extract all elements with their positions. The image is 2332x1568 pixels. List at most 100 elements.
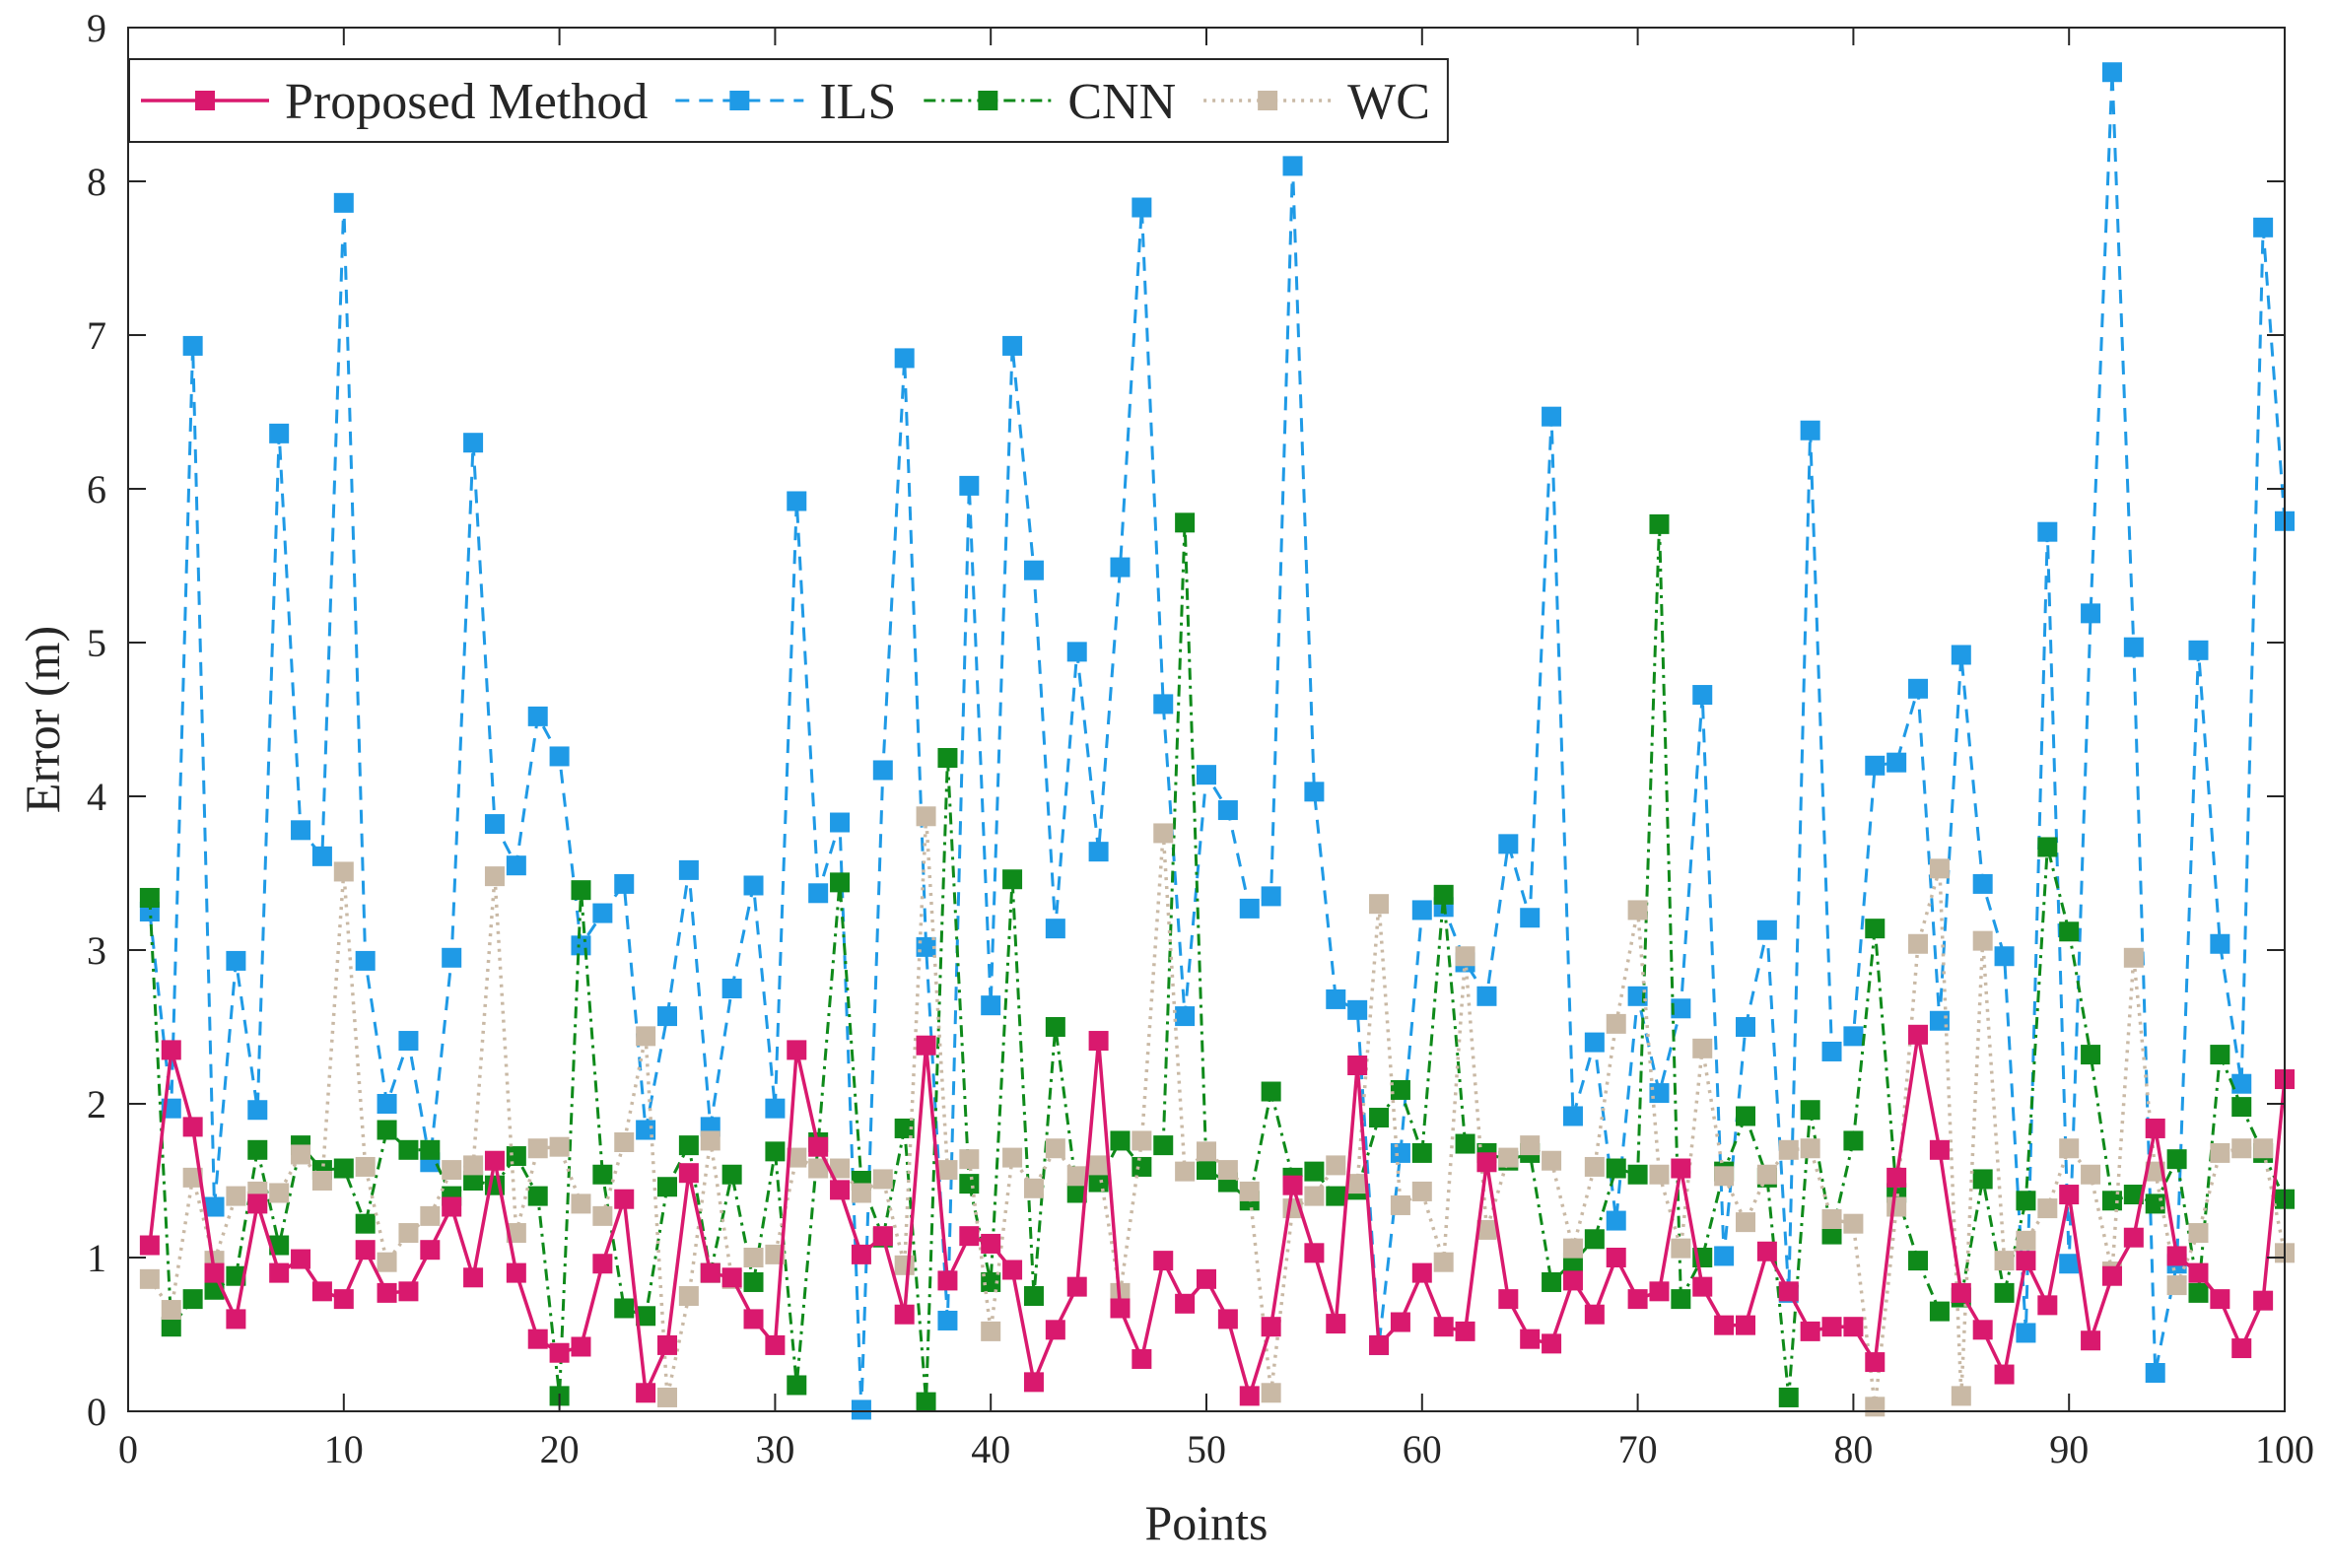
data-point-cnn	[1369, 1108, 1390, 1128]
data-point-ils	[1045, 919, 1065, 939]
data-point-cnn	[614, 1298, 635, 1319]
data-point-wc	[2123, 947, 2144, 968]
data-point-ils	[2016, 1323, 2036, 1343]
data-point-cnn	[2123, 1185, 2144, 1205]
series-proposed-method	[139, 1024, 2295, 1406]
x-tick-label: 50	[1187, 1427, 1226, 1471]
data-point-ils	[377, 1094, 397, 1114]
data-point-proposed-method	[894, 1304, 915, 1325]
data-point-ils	[1929, 1010, 1950, 1031]
data-point-ils	[204, 1196, 225, 1217]
data-point-cnn	[1066, 1183, 1087, 1203]
data-point-ils	[1821, 1041, 1842, 1061]
data-point-proposed-method	[1023, 1372, 1044, 1393]
data-point-wc	[2059, 1138, 2080, 1159]
data-point-cnn	[1390, 1079, 1410, 1100]
data-point-ils	[1197, 765, 1216, 785]
data-point-proposed-method	[1714, 1315, 1735, 1335]
data-point-proposed-method	[1584, 1304, 1605, 1325]
data-point-proposed-method	[1994, 1364, 2015, 1385]
data-point-proposed-method	[226, 1309, 246, 1329]
data-point-cnn	[2059, 921, 2080, 942]
data-point-ils	[355, 950, 376, 971]
series-wc	[139, 806, 2295, 1417]
data-point-wc	[182, 1167, 203, 1188]
data-point-proposed-method	[808, 1136, 829, 1157]
data-point-ils	[2059, 1254, 2080, 1274]
data-point-wc	[2231, 1138, 2252, 1159]
data-point-proposed-method	[1304, 1243, 1325, 1263]
data-point-wc	[678, 1286, 699, 1306]
data-point-ils	[894, 348, 915, 369]
data-point-wc	[937, 1160, 958, 1181]
data-point-ils	[1865, 755, 1886, 776]
data-point-wc	[527, 1138, 548, 1159]
data-point-proposed-method	[636, 1383, 656, 1403]
data-point-ils	[1066, 642, 1087, 662]
series-line-cnn	[148, 520, 2287, 1404]
data-point-ils	[1692, 685, 1713, 706]
series-line-ils	[148, 70, 2287, 1411]
data-point-cnn	[506, 1146, 526, 1167]
data-point-proposed-method	[1282, 1175, 1303, 1195]
data-point-proposed-method	[311, 1281, 332, 1302]
x-tick-label: 60	[1403, 1427, 1442, 1471]
data-point-cnn	[1002, 869, 1023, 890]
data-point-proposed-method	[1972, 1320, 1993, 1340]
data-point-proposed-method	[1671, 1158, 1691, 1179]
data-point-proposed-method	[2166, 1246, 2187, 1266]
data-point-proposed-method	[1562, 1270, 1583, 1291]
data-point-wc	[1865, 1397, 1886, 1417]
data-point-cnn	[1778, 1387, 1799, 1407]
data-point-cnn	[1304, 1161, 1325, 1182]
data-point-proposed-method	[787, 1040, 807, 1060]
data-point-wc	[981, 1321, 1001, 1341]
data-point-cnn	[1433, 884, 1454, 905]
data-point-cnn	[916, 1392, 936, 1412]
data-point-proposed-method	[442, 1196, 462, 1217]
data-point-ils	[1390, 1142, 1410, 1163]
data-point-wc	[161, 1300, 181, 1321]
data-point-cnn	[1821, 1224, 1842, 1245]
data-point-ils	[226, 950, 246, 971]
data-point-wc	[851, 1183, 871, 1203]
data-point-cnn	[1800, 1100, 1820, 1121]
data-point-ils	[2123, 637, 2144, 657]
data-point-cnn	[1929, 1301, 1950, 1322]
data-point-cnn	[1736, 1106, 1755, 1126]
y-tick-label: 1	[87, 1236, 106, 1280]
data-point-ils	[1562, 1106, 1583, 1126]
data-point-cnn	[1411, 1142, 1432, 1163]
data-point-ils	[2081, 603, 2101, 624]
data-point-proposed-method	[2037, 1295, 2058, 1316]
data-point-ils	[657, 1006, 677, 1027]
data-point-proposed-method	[484, 1150, 505, 1171]
data-point-ils	[808, 883, 829, 904]
data-point-proposed-method	[1110, 1298, 1131, 1319]
data-point-wc	[1520, 1135, 1541, 1156]
data-point-proposed-method	[1756, 1241, 1777, 1261]
data-point-wc	[311, 1171, 332, 1191]
y-tick-label: 8	[87, 160, 106, 204]
data-point-proposed-method	[1175, 1293, 1196, 1314]
data-point-wc	[1951, 1386, 1971, 1406]
data-point-ils	[1261, 886, 1281, 907]
data-point-wc	[1498, 1147, 1519, 1168]
data-point-proposed-method	[700, 1262, 720, 1283]
data-point-cnn	[161, 1317, 181, 1337]
legend-label-ils: ILS	[819, 74, 896, 130]
data-point-ils	[1326, 989, 1346, 1009]
x-tick-label: 70	[1618, 1427, 1658, 1471]
data-point-ils	[2037, 521, 2058, 542]
data-point-proposed-method	[355, 1240, 376, 1261]
data-point-ils	[1756, 920, 1777, 940]
data-point-cnn	[1326, 1186, 1346, 1206]
data-point-cnn	[182, 1289, 203, 1310]
data-point-proposed-method	[1433, 1317, 1454, 1337]
data-point-proposed-method	[2253, 1290, 2274, 1311]
data-point-proposed-method	[333, 1289, 354, 1310]
data-point-ils	[527, 706, 548, 726]
data-point-proposed-method	[2059, 1185, 2080, 1205]
data-point-wc	[1821, 1209, 1842, 1229]
data-point-proposed-method	[765, 1334, 786, 1355]
